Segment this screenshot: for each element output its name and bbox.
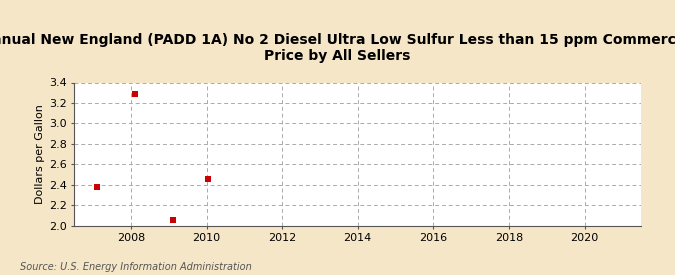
Point — [167, 218, 178, 222]
Text: Annual New England (PADD 1A) No 2 Diesel Ultra Low Sulfur Less than 15 ppm Comme: Annual New England (PADD 1A) No 2 Diesel… — [0, 33, 675, 63]
Point — [130, 92, 140, 96]
Y-axis label: Dollars per Gallon: Dollars per Gallon — [34, 104, 45, 204]
Point — [92, 185, 103, 189]
Text: Source: U.S. Energy Information Administration: Source: U.S. Energy Information Administ… — [20, 262, 252, 272]
Point — [203, 176, 214, 181]
